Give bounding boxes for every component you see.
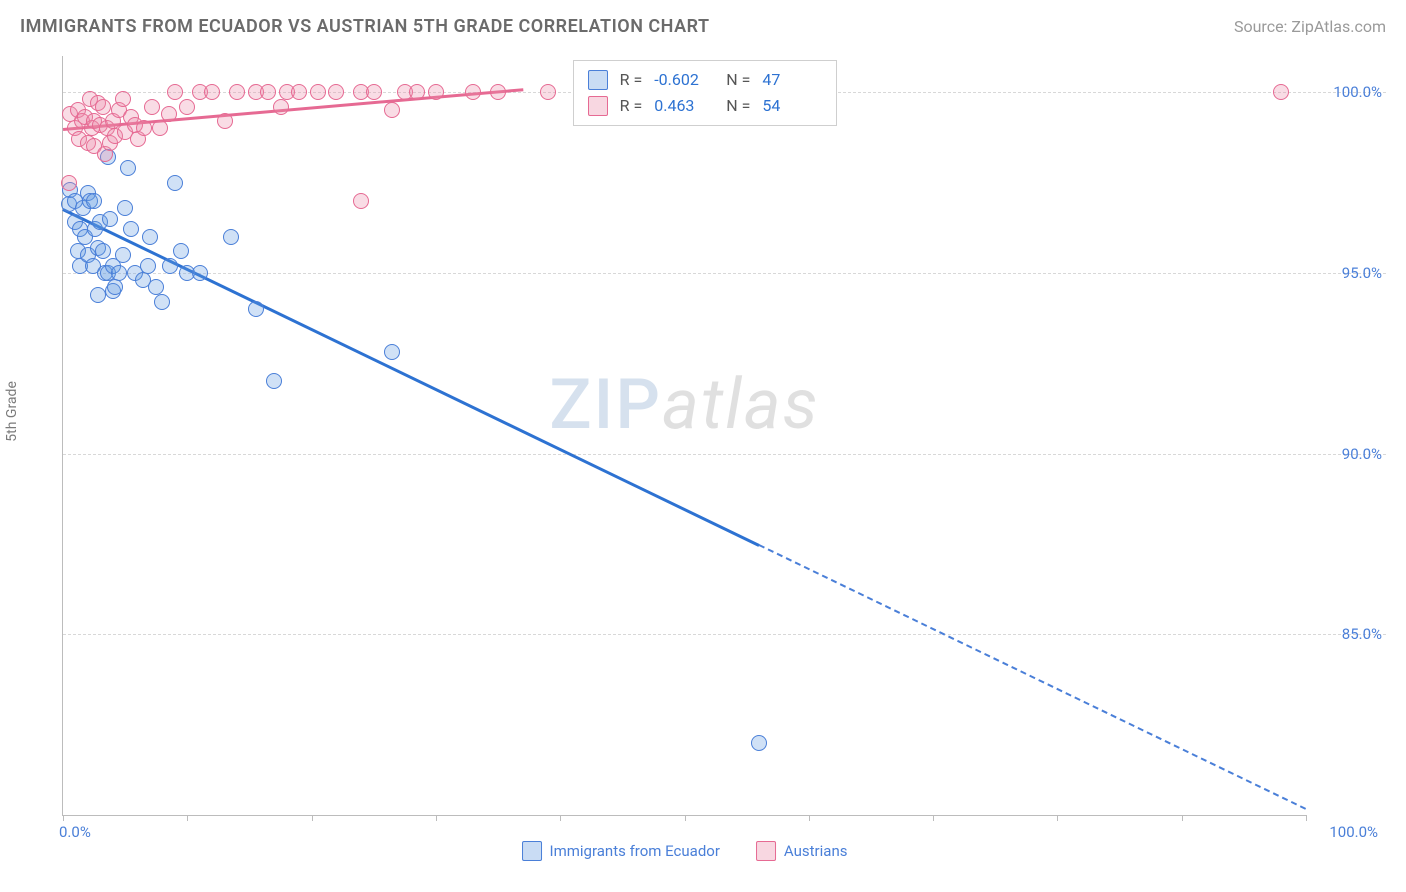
n-value: 47 <box>762 67 822 93</box>
data-point-austrians <box>273 99 289 115</box>
correlation-legend-row: R = 0.463 N = 54 <box>588 93 823 119</box>
x-axis-label-left: 0.0% <box>59 823 91 841</box>
data-point-austrians <box>229 84 245 100</box>
data-point-ecuador <box>123 221 139 237</box>
data-point-austrians <box>328 84 344 100</box>
data-point-ecuador <box>248 301 264 317</box>
x-tick <box>933 815 934 821</box>
data-point-ecuador <box>102 211 118 227</box>
data-point-austrians <box>179 99 195 115</box>
data-point-ecuador <box>140 258 156 274</box>
data-point-austrians <box>540 84 556 100</box>
watermark: ZIPatlas <box>549 364 819 446</box>
data-point-ecuador <box>162 258 178 274</box>
series-legend: Immigrants from Ecuador Austrians <box>522 841 848 861</box>
n-label: N = <box>726 93 750 119</box>
x-tick <box>809 815 810 821</box>
data-point-austrians <box>465 84 481 100</box>
data-point-ecuador <box>86 193 102 209</box>
chart-title: IMMIGRANTS FROM ECUADOR VS AUSTRIAN 5TH … <box>20 16 710 37</box>
n-value: 54 <box>762 93 822 119</box>
x-tick <box>63 815 64 821</box>
watermark-atlas: atlas <box>662 364 820 446</box>
x-tick <box>187 815 188 821</box>
data-point-austrians <box>144 99 160 115</box>
data-point-austrians <box>161 106 177 122</box>
data-point-ecuador <box>107 279 123 295</box>
data-point-ecuador <box>120 160 136 176</box>
data-point-ecuador <box>115 247 131 263</box>
legend-swatch <box>588 70 608 90</box>
data-point-ecuador <box>111 265 127 281</box>
chart-source: Source: ZipAtlas.com <box>1234 17 1386 36</box>
data-point-austrians <box>353 193 369 209</box>
data-point-ecuador <box>148 279 164 295</box>
data-point-austrians <box>115 91 131 107</box>
gridline <box>63 273 1386 274</box>
data-point-ecuador <box>142 229 158 245</box>
legend-swatch <box>522 841 542 861</box>
data-point-ecuador <box>95 243 111 259</box>
watermark-zip: ZIP <box>549 364 662 446</box>
r-value: -0.602 <box>654 67 714 93</box>
x-axis-label-right: 100.0% <box>1329 823 1378 841</box>
x-tick <box>1182 815 1183 821</box>
x-tick <box>312 815 313 821</box>
x-tick <box>1057 815 1058 821</box>
x-tick <box>685 815 686 821</box>
source-name: ZipAtlas.com <box>1291 17 1386 36</box>
data-point-austrians <box>1273 84 1289 100</box>
data-point-austrians <box>217 113 233 129</box>
data-point-austrians <box>384 102 400 118</box>
r-value: 0.463 <box>654 93 714 119</box>
y-tick-label: 90.0% <box>1342 445 1382 463</box>
x-tick <box>560 815 561 821</box>
data-point-ecuador <box>266 373 282 389</box>
data-point-ecuador <box>167 175 183 191</box>
legend-swatch <box>756 841 776 861</box>
x-tick <box>436 815 437 821</box>
data-point-austrians <box>366 84 382 100</box>
data-point-ecuador <box>90 287 106 303</box>
data-point-ecuador <box>173 243 189 259</box>
x-tick <box>1306 815 1307 821</box>
correlation-legend-row: R = -0.602 N = 47 <box>588 67 823 93</box>
y-tick-label: 95.0% <box>1342 264 1382 282</box>
data-point-ecuador <box>223 229 239 245</box>
data-point-austrians <box>61 175 77 191</box>
y-axis-label: 5th Grade <box>4 381 20 442</box>
trend-line-dashed-ecuador <box>759 544 1307 810</box>
data-point-ecuador <box>192 265 208 281</box>
data-point-austrians <box>204 84 220 100</box>
series-legend-label: Immigrants from Ecuador <box>550 842 720 860</box>
data-point-austrians <box>260 84 276 100</box>
series-legend-item: Immigrants from Ecuador <box>522 841 720 861</box>
data-point-ecuador <box>384 344 400 360</box>
y-tick-label: 100.0% <box>1333 83 1382 101</box>
data-point-ecuador <box>751 735 767 751</box>
r-label: R = <box>620 67 643 93</box>
source-prefix: Source: <box>1234 17 1291 36</box>
data-point-austrians <box>310 84 326 100</box>
plot-region: ZIPatlas 100.0%95.0%90.0%85.0%0.0%100.0%… <box>62 56 1306 816</box>
n-label: N = <box>726 67 750 93</box>
r-label: R = <box>620 93 643 119</box>
chart-area: 5th Grade ZIPatlas 100.0%95.0%90.0%85.0%… <box>20 56 1386 872</box>
data-point-ecuador <box>117 200 133 216</box>
gridline <box>63 634 1386 635</box>
data-point-austrians <box>291 84 307 100</box>
series-legend-item: Austrians <box>756 841 848 861</box>
data-point-ecuador <box>154 294 170 310</box>
data-point-austrians <box>428 84 444 100</box>
y-tick-label: 85.0% <box>1342 625 1382 643</box>
data-point-austrians <box>490 84 506 100</box>
gridline <box>63 454 1386 455</box>
series-legend-label: Austrians <box>784 842 848 860</box>
data-point-austrians <box>152 120 168 136</box>
data-point-austrians <box>167 84 183 100</box>
correlation-legend: R = -0.602 N = 47 R = 0.463 N = 54 <box>573 60 838 126</box>
legend-swatch <box>588 96 608 116</box>
data-point-austrians <box>95 99 111 115</box>
data-point-austrians <box>136 120 152 136</box>
